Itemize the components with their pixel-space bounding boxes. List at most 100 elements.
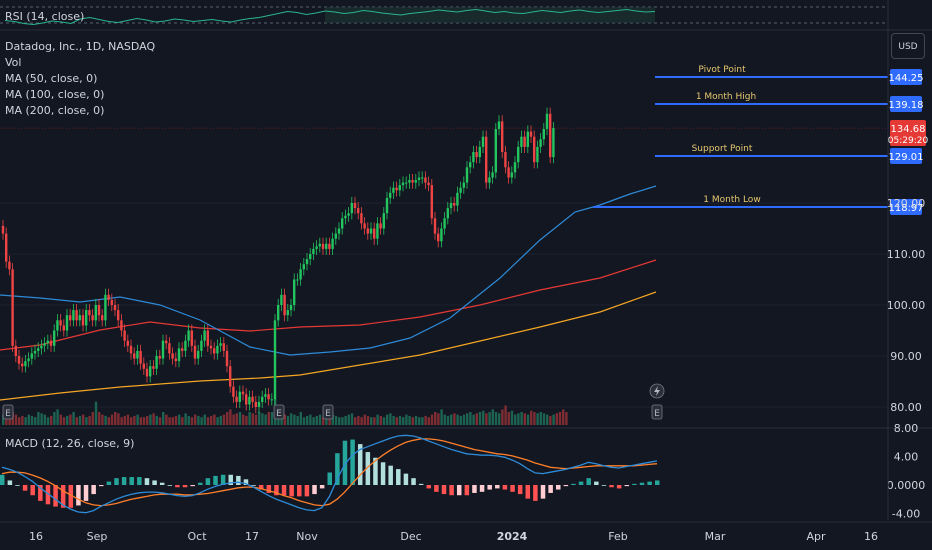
candle-body: [5, 233, 8, 262]
macd-histogram-bar: [281, 485, 287, 496]
volume-bar: [50, 415, 53, 425]
candle-body: [273, 320, 277, 400]
volume-bar: [405, 414, 408, 425]
volume-bar: [213, 414, 216, 425]
macd-histogram-bar: [175, 485, 180, 488]
macd-histogram-bar: [525, 485, 531, 499]
volume-bar: [98, 412, 101, 425]
level-annotation: 1 Month High: [696, 92, 756, 102]
volume-bar: [2, 414, 5, 425]
macd-histogram-bar: [129, 477, 134, 485]
macd-histogram-bar: [83, 485, 89, 501]
volume-bar: [293, 414, 296, 425]
price-tick-label: 100.00: [887, 299, 926, 312]
volume-bar: [251, 413, 254, 425]
candle-body: [350, 203, 353, 214]
macd-histogram-bar: [45, 485, 51, 505]
symbol-title[interactable]: Datadog, Inc., 1D, NASDAQ: [5, 40, 156, 53]
horizontal-levels[interactable]: Pivot Point 144.25 1 Month High 139.18 Suppo…: [593, 65, 928, 244]
volume-bar: [187, 415, 190, 425]
macd-histogram-bar: [441, 485, 447, 495]
volume-bar: [565, 412, 568, 425]
volume-bar: [158, 417, 162, 425]
macd-histogram-bar: [274, 485, 279, 496]
candle-body: [302, 264, 305, 270]
candle-body: [232, 386, 235, 397]
volume-bar: [14, 414, 18, 425]
macd-histogram-bar: [205, 478, 211, 485]
macd-indicator-label[interactable]: MACD (12, 26, close, 9): [5, 437, 135, 450]
volume-bar: [536, 413, 539, 425]
time-tick-label: Nov: [296, 530, 318, 543]
candle-body: [382, 213, 385, 229]
volume-bar: [504, 405, 507, 425]
macd-histogram-bar: [563, 485, 569, 487]
macd-histogram-bar: [144, 478, 150, 485]
axis-mask: [891, 238, 925, 244]
level-price-label: 118.97: [889, 203, 924, 214]
candle-body: [197, 350, 200, 359]
candle-body: [465, 167, 469, 183]
macd-histogram-bar: [304, 485, 310, 497]
volume-bar: [206, 417, 210, 425]
time-tick-label: 16: [864, 530, 878, 543]
macd-histogram-bar: [99, 485, 104, 487]
candle-body: [11, 269, 14, 346]
volume-bar: [360, 417, 363, 425]
macd-histogram-bar: [418, 483, 424, 485]
volume-indicator-label[interactable]: Vol: [5, 56, 22, 69]
candle-body: [72, 310, 75, 321]
macd-histogram-bar: [472, 485, 477, 493]
rsi-indicator-label[interactable]: RSI (14, close): [5, 10, 85, 23]
moving-averages: [0, 185, 657, 401]
macd-histogram-bar: [456, 485, 462, 496]
rsi-pane[interactable]: [0, 6, 932, 31]
macd-histogram-bar: [319, 485, 325, 489]
volume-bar: [235, 413, 238, 425]
price-axis[interactable]: 80.00 90.00 100.00 110.00 120.00: [887, 0, 926, 520]
volume-bar: [56, 409, 59, 425]
macd-histogram-bar: [68, 485, 74, 508]
volume-bar: [171, 417, 174, 425]
candle-body: [510, 172, 513, 178]
volume-bar: [91, 412, 94, 425]
candle-body: [312, 248, 315, 254]
macd-pane[interactable]: -4.00 0.0000 4.00 8.00: [0, 422, 932, 520]
time-axis[interactable]: 16 Sep Oct 17 Nov Dec 2024 Feb Mar Apr 16: [0, 521, 932, 543]
volume-bar: [210, 415, 213, 425]
macd-histogram-bar: [327, 472, 332, 485]
volume-bar: [117, 413, 120, 425]
volume-bar: [203, 414, 206, 425]
volume-bar: [402, 417, 405, 425]
macd-histogram-bar: [22, 485, 28, 491]
volume-bar: [469, 412, 472, 425]
candle-body: [337, 228, 341, 234]
volume-bar: [258, 412, 261, 425]
candle-body: [206, 330, 209, 346]
macd-histogram-bar: [426, 485, 432, 489]
volume-bar: [501, 409, 504, 425]
candle-body: [497, 121, 501, 130]
candle-body: [481, 136, 485, 147]
candle-body: [469, 162, 472, 168]
candle-body: [443, 218, 446, 229]
candle-body: [475, 152, 478, 158]
volume-bar: [437, 413, 440, 425]
candle-body: [120, 320, 123, 331]
volume-bar: [354, 417, 357, 425]
ma100-indicator-label[interactable]: MA (100, close, 0): [5, 88, 105, 101]
currency-button[interactable]: USD: [891, 33, 925, 59]
ma50-indicator-label[interactable]: MA (50, close, 0): [5, 72, 98, 85]
volume-bar: [491, 409, 494, 425]
macd-histogram-bar: [106, 481, 112, 485]
volume-bar: [120, 417, 123, 425]
earnings-marker: [273, 404, 285, 420]
volume-bar: [178, 414, 181, 425]
ma200-indicator-label[interactable]: MA (200, close, 0): [5, 104, 105, 117]
volume-bar: [542, 413, 546, 425]
candle-body: [289, 305, 293, 311]
volume-bar: [328, 417, 331, 425]
candle-body: [97, 305, 101, 316]
